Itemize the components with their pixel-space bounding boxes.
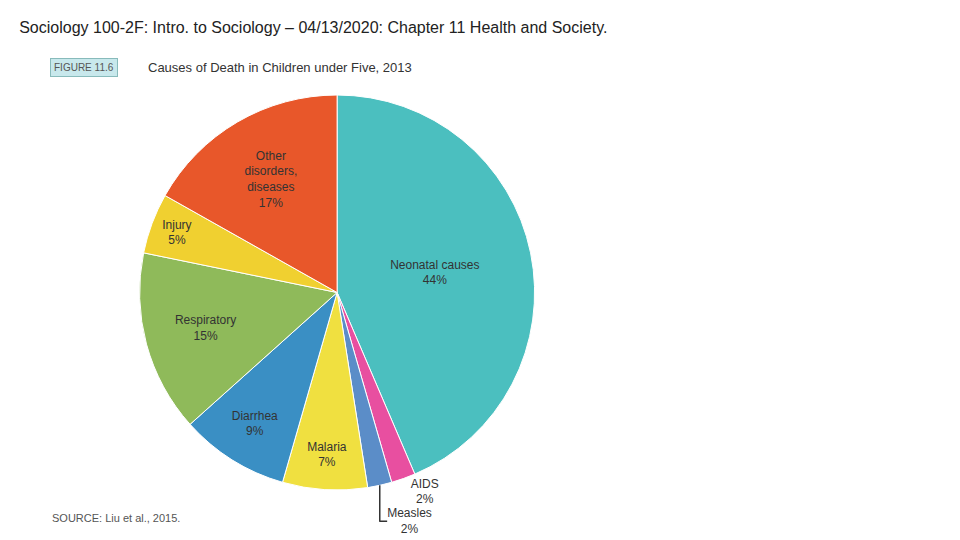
svg-text:Malaria7%: Malaria7% (307, 440, 347, 470)
svg-text:Respiratory15%: Respiratory15% (175, 313, 236, 343)
svg-text:Injury5%: Injury5% (162, 218, 191, 248)
svg-text:SOURCE: Liu et al., 2015.: SOURCE: Liu et al., 2015. (52, 512, 180, 524)
svg-text:Measles2%: Measles2% (387, 506, 432, 536)
svg-text:Neonatal causes44%: Neonatal causes44% (390, 258, 479, 288)
svg-text:Sociology 100-2F: Intro. to So: Sociology 100-2F: Intro. to Sociology – … (19, 19, 607, 36)
svg-text:AIDS2%: AIDS2% (411, 477, 439, 507)
svg-text:Diarrhea9%: Diarrhea9% (232, 409, 278, 439)
svg-text:Otherdisorders,diseases17%: Otherdisorders,diseases17% (245, 149, 298, 210)
svg-text:Causes of Death in Children un: Causes of Death in Children under Five, … (148, 60, 412, 75)
svg-text:FIGURE 11.6: FIGURE 11.6 (54, 62, 114, 73)
